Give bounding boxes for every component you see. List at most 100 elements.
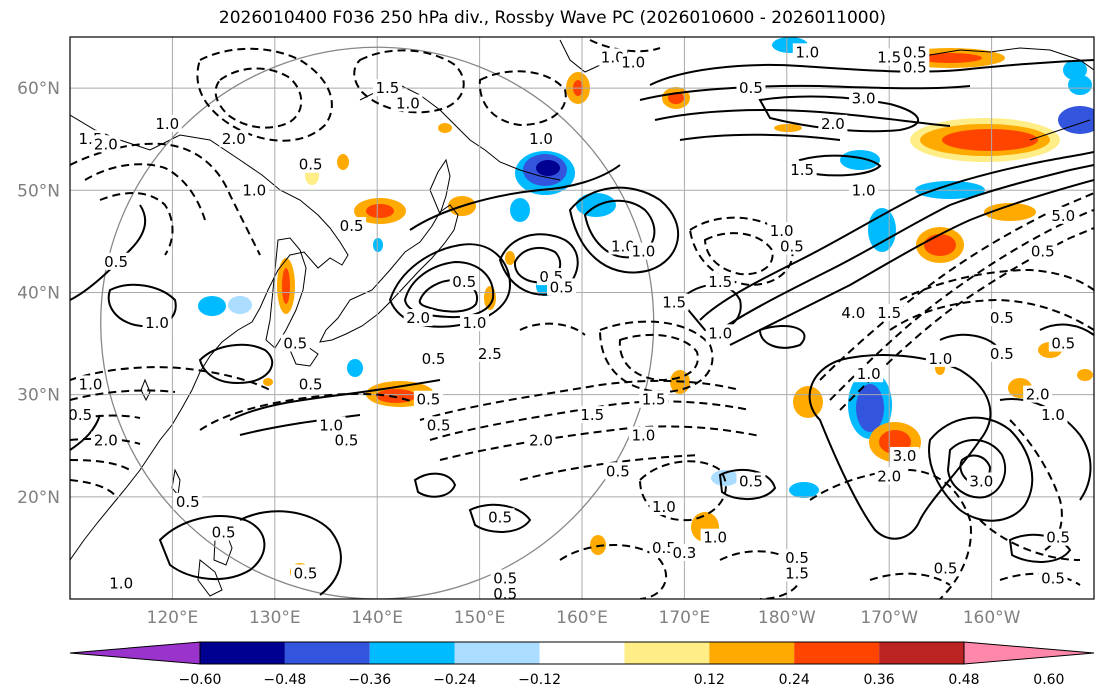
contour-label: 0.5 [934,559,958,577]
contour-label: 0.5 [903,43,927,61]
contour-label: 0.5 [1051,335,1075,353]
contour-label: 0.5 [294,564,318,582]
contour-label: 0.5 [68,406,92,424]
contour-label-bg [628,426,658,444]
contour-label-bg [736,472,766,490]
lon-tick-label: 170°E [659,608,711,628]
contour-label-bg [736,79,766,97]
contour-label-bg [331,431,361,449]
contour-label-bg [603,462,633,480]
contour-label-bg [1038,569,1068,587]
contour-label: 0.5 [780,237,804,255]
contour-label: 2.0 [877,467,901,485]
contour-label-bg [787,160,817,178]
colorbar-segment [284,642,370,664]
contour-label-bg [628,242,658,260]
contour-label: 0.5 [1046,529,1070,547]
contour-label-bg [291,564,321,582]
contour-label-bg [490,584,520,599]
lat-tick-label: 40°N [17,283,60,303]
plot-frame [69,36,1095,600]
contour-label-bg [700,528,730,546]
colorbar-tick-label: 0.60 [1033,672,1064,688]
range-circle [100,46,655,599]
contour-label-bg [91,431,121,449]
contour-label-bg [874,467,904,485]
colorbar-segment [454,642,540,664]
contour-label: 1.0 [145,314,169,332]
colorbar-tick-label: −0.48 [263,672,306,688]
contour-label: 0.5 [340,217,364,235]
contour-label-bg [818,114,848,132]
colorbar-segment [200,642,285,664]
contour-label: 1.0 [632,243,656,261]
contour-label: 0.5 [335,432,359,450]
contour-label: 1.5 [662,294,686,312]
contour-label-bg [618,53,648,71]
colorbar-tick-label: 0.24 [779,672,810,688]
contour-label: 1.0 [795,43,819,61]
contour-label: 0.5 [493,570,517,588]
contour-label: 1.5 [785,564,809,582]
contour-label-bg [782,549,812,567]
contour-label-bg [393,94,423,112]
contour-label: 0.5 [212,524,236,542]
contour-label-bg [577,406,607,424]
contour-label: 2.0 [406,309,430,327]
colorbar-frame [199,641,965,665]
contour-label: 3.0 [852,89,876,107]
contour-label: 2.5 [478,345,502,363]
contour-label-bg [838,303,868,321]
contour-label-bg [705,273,735,291]
contour-label: 0.3 [672,544,696,562]
contour-label: 1.0 [611,237,635,255]
contour-label: 0.5 [176,493,200,511]
contour-label: 2.0 [529,432,553,450]
contour-label-bg [874,303,904,321]
lon-tick-label: 130°E [249,608,301,628]
contour-label: 2.0 [94,135,118,153]
colorbar-max-extend [963,641,1095,665]
contour-label: 1.5 [708,273,732,291]
contour-labels: 1.01.01.0 1.5 0.50.50.52.03.01.51.01.51.01… [68,43,1078,603]
contour-label: 1.0 [109,575,133,593]
contour-label: 1.0 [79,375,103,393]
contour-label: 1.0 [857,365,881,383]
contour-label-bg [1043,528,1073,546]
contour-label: 1.0 [319,416,343,434]
contour-label-bg [767,222,797,240]
contour-label: 0.5 [493,585,517,603]
contour-label-bg [547,278,577,296]
contour-label: 0.5 [550,278,574,296]
contour-label: 1.0 [852,181,876,199]
contour-label: 1.5 [642,391,666,409]
contour-label: 0.5 [785,549,809,567]
lon-tick-label: 160°W [963,608,1021,628]
contour-label: 1.0 [396,94,420,112]
contour-label: 1.0 [242,181,266,199]
colorbar-tick-label: −0.12 [518,672,561,688]
contour-label: 0.5 [283,335,307,353]
contour-label-bg [1038,406,1068,424]
lon-tick-label: 150°E [454,608,506,628]
lon-tick-label: 140°E [351,608,403,628]
contour-label-bg [966,472,996,490]
contour-label-bg [854,365,884,383]
contour-label: 1.0 [708,324,732,342]
contour-label-bg [987,309,1017,326]
lon-tick-label: 120°E [147,608,199,628]
contour-label-bg [849,181,879,199]
contour-label-bg [209,523,239,541]
lon-tick-label: 180°W [758,608,816,628]
contour-label-bg [280,334,310,352]
map-title: 2026010400 F036 250 hPa div., Rossby Wav… [218,8,887,28]
contour-label-bg [91,135,121,153]
contour-label: 1.0 [529,130,553,148]
contour-label: 3.0 [969,472,993,490]
contour-label-bg [152,114,182,132]
contour-label-bg [424,416,454,434]
contour-label: 0.5 [739,472,763,490]
contour-label-bg [1028,242,1058,260]
contour-label: 0.5 [422,350,446,368]
